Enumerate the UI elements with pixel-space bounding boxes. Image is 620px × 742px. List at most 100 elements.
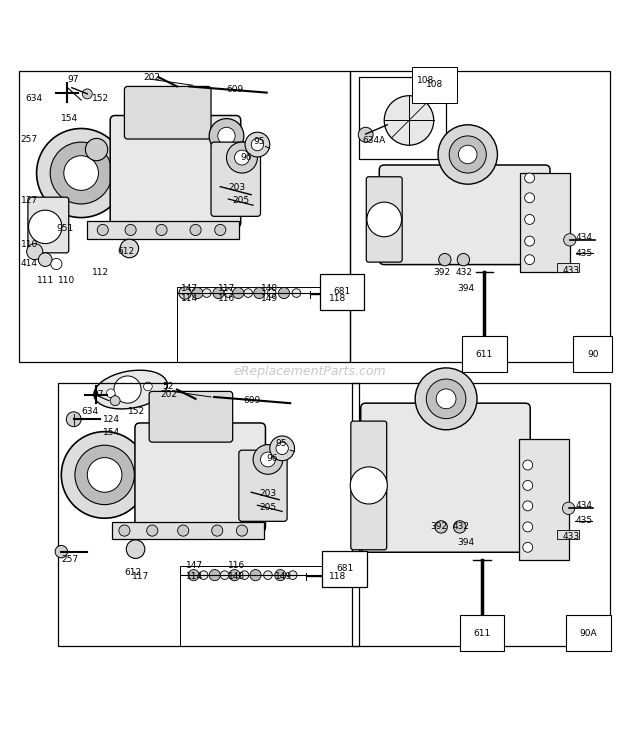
Circle shape [435, 521, 448, 533]
Circle shape [213, 287, 224, 298]
Text: 681: 681 [336, 565, 353, 574]
Text: 434: 434 [576, 502, 593, 510]
Circle shape [87, 458, 122, 492]
Circle shape [55, 545, 68, 558]
Bar [112, 522, 264, 539]
Circle shape [525, 214, 534, 224]
Circle shape [119, 525, 130, 536]
Circle shape [254, 287, 265, 298]
Bar [350, 71, 610, 361]
Circle shape [367, 202, 402, 237]
Circle shape [267, 289, 276, 298]
Text: 257: 257 [20, 135, 38, 144]
Bar [352, 384, 610, 646]
Text: 124: 124 [103, 415, 120, 424]
Text: 609: 609 [243, 396, 260, 405]
Text: 111: 111 [37, 276, 54, 285]
Circle shape [292, 289, 301, 298]
Text: 127: 127 [20, 197, 38, 206]
Circle shape [190, 224, 201, 235]
Text: 152: 152 [92, 94, 109, 103]
Circle shape [51, 258, 62, 269]
Circle shape [126, 540, 145, 559]
Circle shape [144, 382, 153, 391]
Circle shape [525, 255, 534, 265]
Text: 147: 147 [181, 283, 198, 292]
Text: 681: 681 [334, 287, 351, 296]
Text: 52: 52 [163, 382, 174, 391]
Text: 117: 117 [132, 572, 149, 581]
Circle shape [525, 173, 534, 183]
Text: eReplacementParts.com: eReplacementParts.com [234, 364, 386, 378]
Circle shape [37, 128, 126, 217]
Text: 394: 394 [457, 539, 474, 548]
Text: 114: 114 [181, 294, 198, 303]
Circle shape [110, 395, 120, 406]
Text: 154: 154 [61, 114, 79, 123]
Circle shape [226, 142, 257, 173]
Text: 414: 414 [20, 259, 37, 268]
Circle shape [61, 432, 148, 518]
Text: 149: 149 [275, 572, 293, 581]
Text: 435: 435 [576, 249, 593, 258]
Text: 118: 118 [329, 572, 346, 581]
Text: 116: 116 [228, 562, 246, 571]
Circle shape [453, 521, 466, 533]
Text: 90A: 90A [580, 628, 597, 638]
Text: 147: 147 [186, 562, 203, 571]
Circle shape [75, 445, 135, 505]
Circle shape [438, 125, 497, 184]
Text: 634A: 634A [363, 137, 386, 145]
Circle shape [86, 139, 108, 161]
Circle shape [29, 210, 62, 243]
FancyBboxPatch shape [366, 177, 402, 262]
Circle shape [458, 145, 477, 164]
Text: 96: 96 [241, 153, 252, 162]
Bar [180, 566, 360, 646]
Circle shape [288, 571, 297, 580]
Text: 90: 90 [587, 349, 598, 359]
Text: 97: 97 [92, 390, 104, 399]
Text: 108: 108 [417, 76, 434, 85]
Text: 951: 951 [56, 224, 74, 233]
Text: 612: 612 [125, 568, 141, 577]
Circle shape [523, 460, 533, 470]
Circle shape [562, 502, 575, 514]
FancyBboxPatch shape [361, 403, 530, 552]
FancyBboxPatch shape [135, 423, 265, 532]
Text: 394: 394 [457, 284, 474, 293]
Text: 112: 112 [92, 268, 109, 277]
Circle shape [415, 368, 477, 430]
Circle shape [177, 525, 188, 536]
FancyBboxPatch shape [125, 86, 211, 139]
Text: 433: 433 [562, 266, 580, 275]
Text: 203: 203 [228, 183, 246, 191]
Text: 433: 433 [562, 532, 580, 541]
Circle shape [224, 289, 232, 298]
Circle shape [120, 239, 139, 257]
Circle shape [436, 389, 456, 409]
FancyBboxPatch shape [28, 197, 69, 253]
Circle shape [270, 436, 294, 461]
Circle shape [202, 289, 211, 298]
Circle shape [82, 89, 92, 99]
Bar [87, 220, 239, 239]
Circle shape [209, 570, 220, 581]
Bar [557, 530, 579, 539]
Circle shape [358, 128, 373, 142]
Circle shape [260, 452, 275, 467]
Circle shape [209, 119, 244, 154]
Circle shape [114, 376, 141, 403]
Circle shape [439, 254, 451, 266]
Circle shape [218, 128, 235, 145]
FancyBboxPatch shape [110, 116, 241, 228]
Text: 114: 114 [186, 572, 203, 581]
Text: 117: 117 [218, 283, 236, 292]
Text: 392: 392 [434, 268, 451, 277]
Circle shape [179, 287, 191, 299]
Text: 609: 609 [226, 85, 244, 94]
FancyBboxPatch shape [211, 142, 260, 217]
Circle shape [525, 236, 534, 246]
Circle shape [211, 525, 223, 536]
Circle shape [427, 379, 466, 418]
